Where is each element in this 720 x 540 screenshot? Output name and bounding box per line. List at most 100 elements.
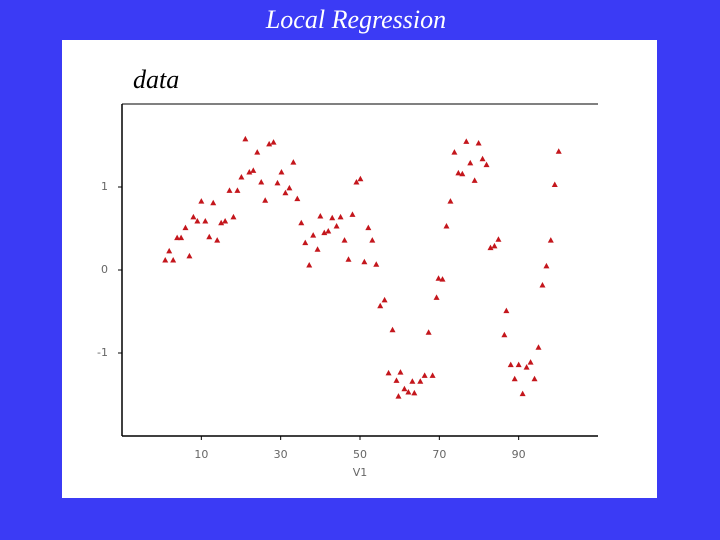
point	[421, 372, 428, 378]
point	[306, 262, 313, 268]
point	[349, 211, 356, 217]
point	[395, 393, 402, 399]
point	[341, 237, 348, 243]
point	[451, 149, 458, 155]
point	[459, 170, 466, 177]
point	[282, 189, 289, 196]
point	[397, 369, 404, 375]
point	[435, 275, 442, 281]
point	[274, 179, 281, 186]
point	[222, 218, 229, 224]
point	[206, 233, 213, 240]
point	[475, 140, 482, 146]
point	[290, 159, 297, 165]
point	[170, 257, 177, 263]
point	[405, 389, 412, 395]
point	[555, 148, 562, 154]
point	[353, 179, 360, 185]
point	[547, 237, 554, 243]
point	[429, 372, 436, 378]
x-tick-label: 50	[353, 448, 367, 461]
point	[198, 198, 205, 204]
point	[425, 329, 432, 335]
point	[314, 246, 321, 252]
point	[190, 213, 197, 220]
point	[527, 359, 534, 365]
point	[333, 223, 340, 229]
point	[202, 218, 209, 224]
point	[310, 232, 317, 238]
point	[409, 378, 416, 384]
point	[250, 167, 257, 173]
point	[162, 257, 169, 263]
point	[294, 195, 301, 202]
point	[214, 237, 221, 243]
point	[417, 378, 424, 384]
x-tick-label: 70	[432, 448, 446, 461]
point	[447, 198, 454, 204]
point	[178, 234, 185, 241]
point	[254, 149, 261, 155]
point	[218, 219, 225, 226]
point	[463, 138, 470, 144]
point	[443, 223, 450, 229]
point	[230, 213, 237, 220]
y-tick-label: -1	[97, 346, 108, 359]
point	[393, 377, 400, 383]
point	[258, 179, 265, 185]
point	[246, 169, 253, 175]
point	[270, 139, 277, 145]
point	[511, 375, 518, 382]
point	[234, 187, 241, 193]
point	[298, 219, 305, 226]
point	[365, 224, 372, 231]
point	[317, 213, 324, 219]
y-tick-label: 0	[101, 263, 108, 276]
point	[302, 239, 309, 246]
point	[186, 252, 193, 259]
point	[337, 213, 344, 220]
point	[373, 261, 380, 267]
point	[238, 174, 245, 180]
point	[194, 218, 201, 224]
point	[507, 361, 514, 368]
panel-label: data	[133, 65, 179, 94]
point	[433, 294, 440, 300]
point	[519, 390, 526, 397]
slide-title: Local Regression	[265, 5, 446, 34]
point	[329, 214, 336, 221]
point	[278, 169, 285, 175]
point	[325, 227, 332, 234]
point	[491, 242, 498, 249]
point	[535, 344, 542, 350]
point	[381, 296, 388, 303]
point	[210, 199, 217, 206]
point	[369, 237, 376, 243]
point	[515, 361, 522, 368]
point	[501, 331, 508, 338]
point	[357, 175, 364, 182]
point	[455, 169, 462, 176]
point	[495, 236, 502, 242]
x-tick-label: 10	[194, 448, 208, 461]
point	[531, 375, 538, 382]
point	[551, 181, 558, 188]
point	[242, 135, 249, 142]
point	[266, 140, 273, 147]
point	[361, 258, 368, 265]
point	[471, 177, 478, 183]
point	[182, 224, 189, 231]
point	[174, 234, 181, 241]
point	[467, 159, 474, 166]
point	[262, 197, 269, 203]
point	[539, 281, 546, 288]
point	[345, 256, 352, 262]
point	[385, 369, 392, 376]
point	[166, 247, 173, 254]
point	[523, 364, 530, 370]
point	[401, 385, 408, 392]
x-tick-label: 30	[274, 448, 288, 461]
point	[389, 326, 396, 333]
point	[286, 184, 293, 191]
